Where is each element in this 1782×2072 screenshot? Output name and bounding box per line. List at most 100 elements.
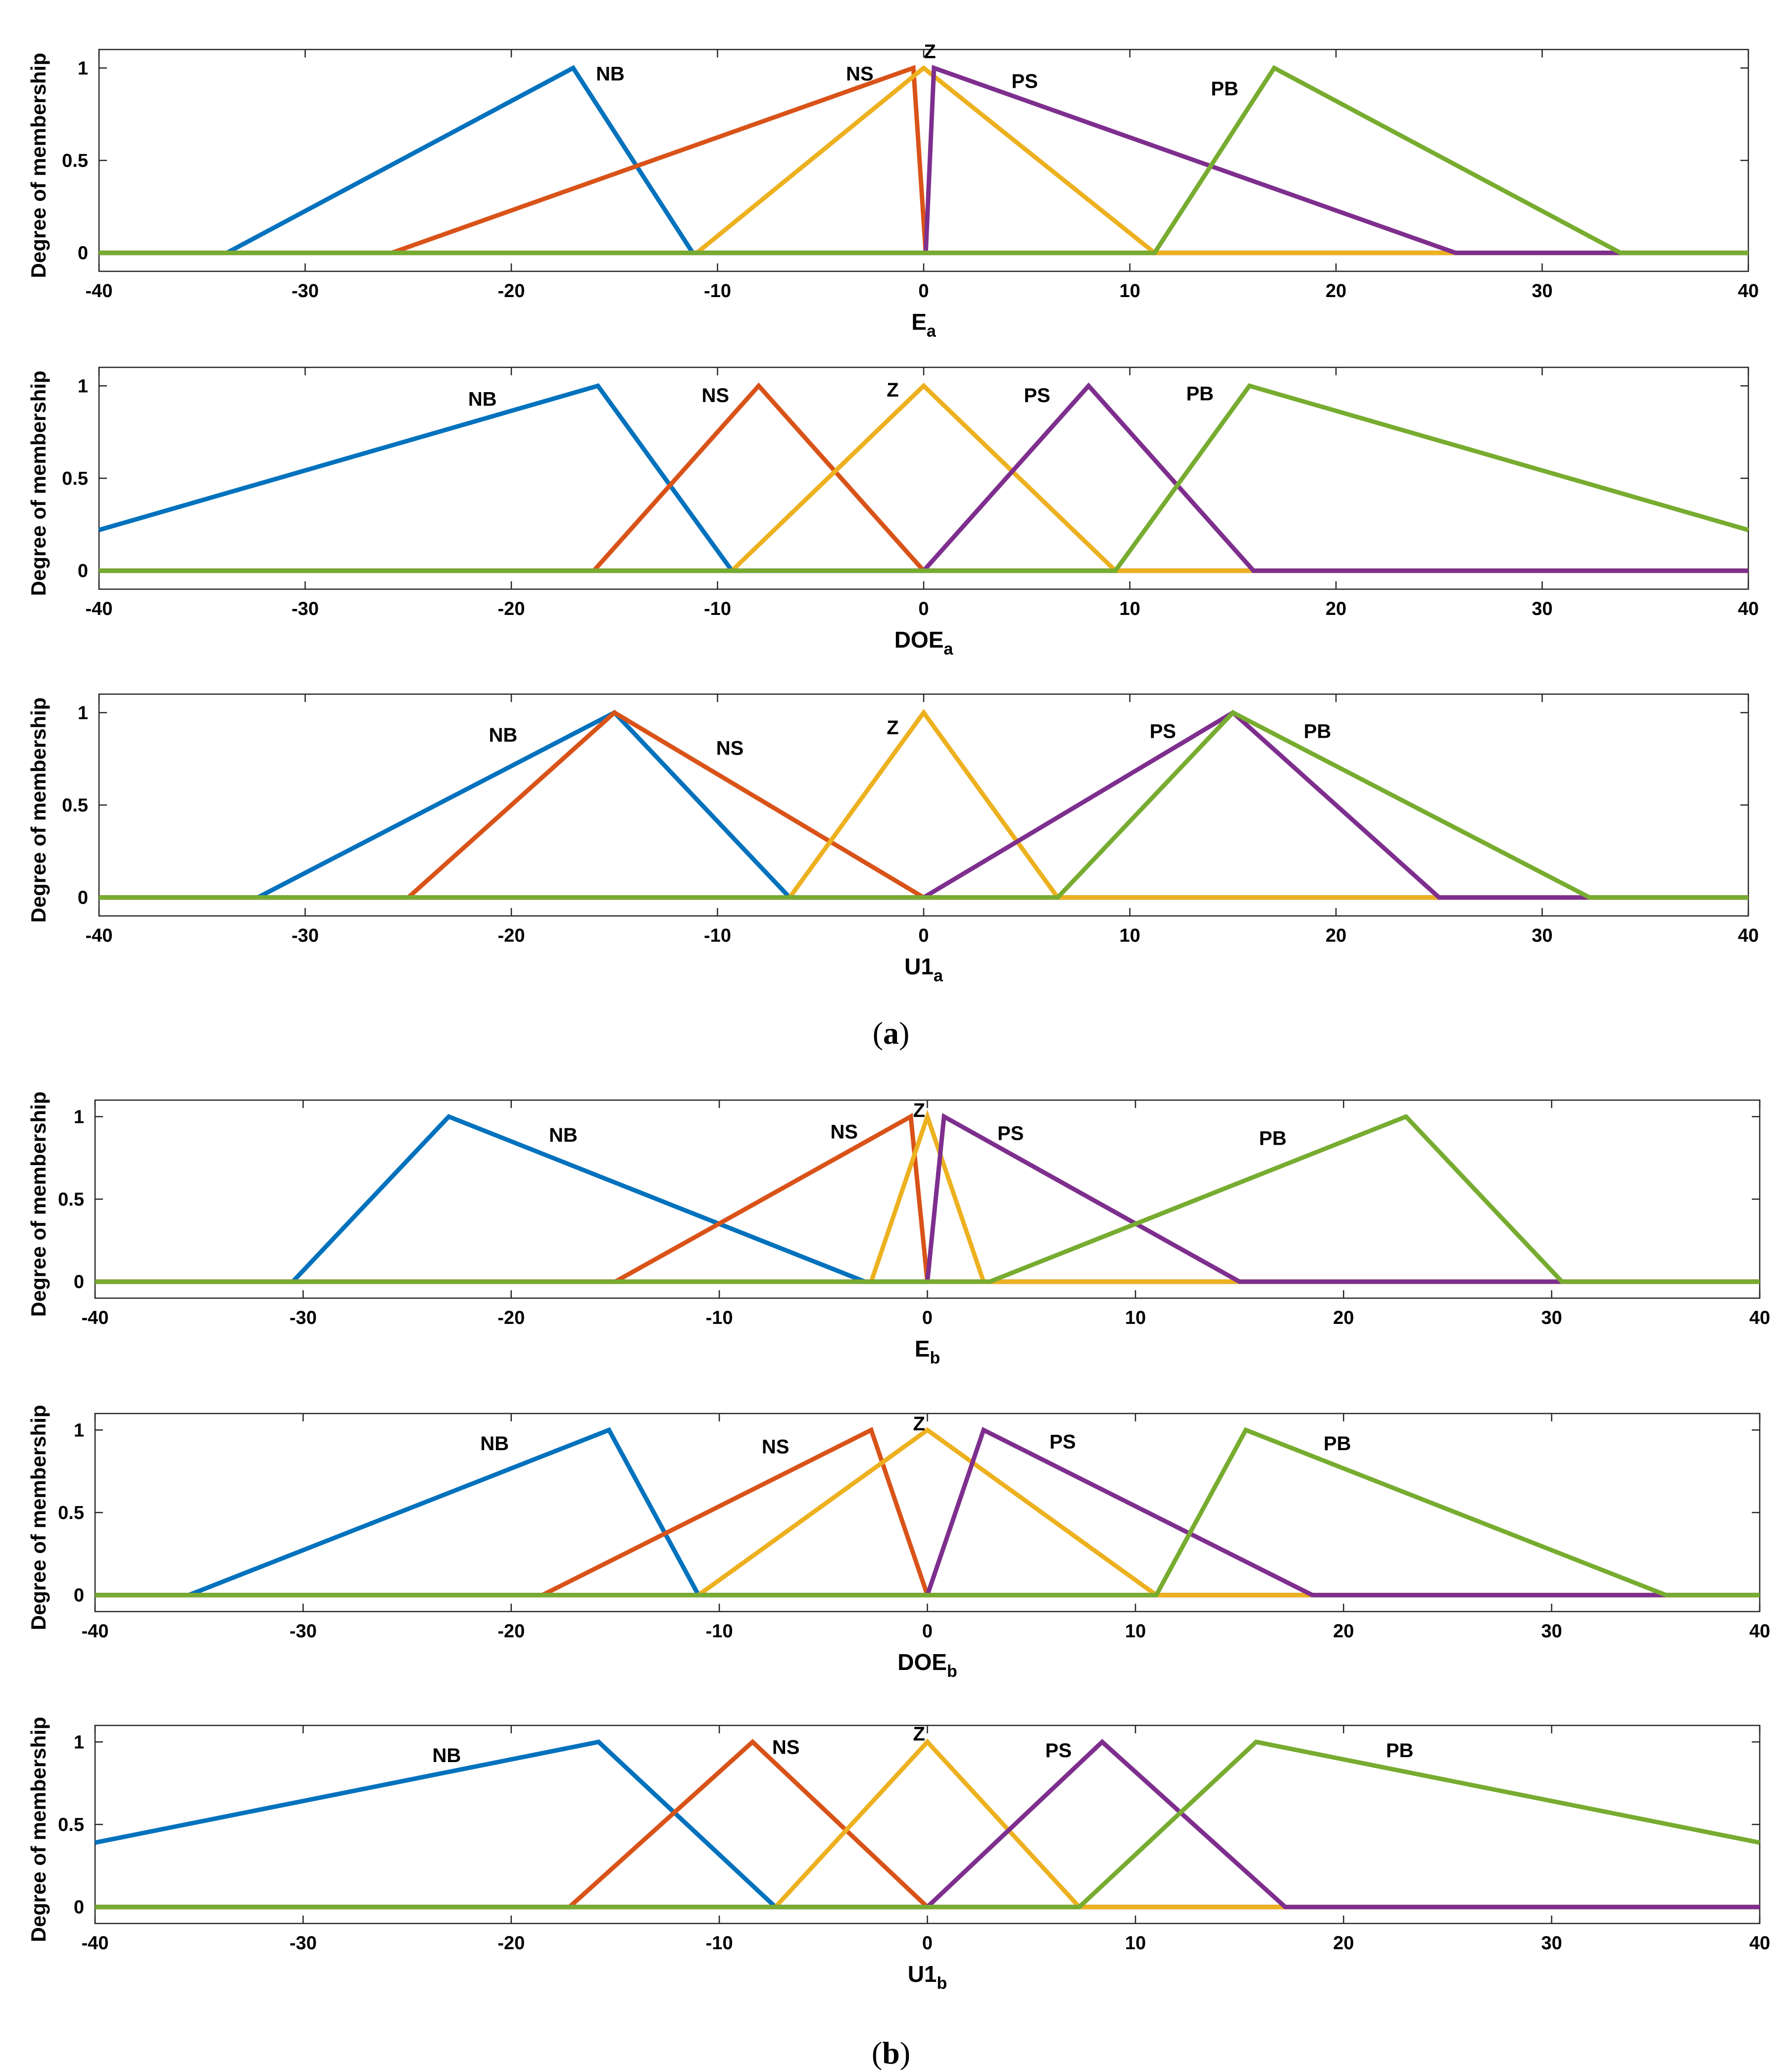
x-tick-label: -20 <box>497 1621 525 1642</box>
mf-label-ns: NS <box>716 737 744 759</box>
x-tick-label: -20 <box>498 925 525 946</box>
x-tick-label: 10 <box>1125 1621 1146 1642</box>
y-tick-label: 0.5 <box>58 1815 84 1835</box>
x-tick-label: -20 <box>497 1308 525 1328</box>
x-tick-label: 0 <box>918 599 929 619</box>
x-tick-label: 20 <box>1326 599 1346 619</box>
y-tick-label: 1 <box>74 1732 84 1753</box>
x-tick-label: -30 <box>290 1933 317 1954</box>
mf-label-ns: NS <box>762 1436 790 1458</box>
mf-label-ps: PS <box>1024 385 1050 406</box>
x-tick-label: 30 <box>1532 599 1552 619</box>
mf-label-ns: NS <box>772 1736 800 1758</box>
x-tick-label: -40 <box>82 1308 109 1328</box>
y-axis-label: Degree of membership <box>27 1091 50 1316</box>
mf-label-z: Z <box>913 1723 925 1745</box>
mf-label-z: Z <box>924 41 936 63</box>
x-tick-label: -40 <box>86 281 113 302</box>
x-tick-label: 10 <box>1119 281 1140 302</box>
x-axis-label: U1a <box>904 954 943 985</box>
mf-label-ns: NS <box>831 1121 858 1143</box>
x-tick-label: 30 <box>1541 1308 1562 1328</box>
x-tick-label: -30 <box>292 925 319 946</box>
y-tick-label: 0 <box>74 1897 84 1918</box>
mf-label-ps: PS <box>997 1123 1024 1145</box>
x-tick-label: 30 <box>1541 1933 1562 1954</box>
caption-a: (a) <box>873 1015 910 1051</box>
subplot-u1-b: -40 -30 -20 -10 0 10 20 30 40 0 0.5 1 NB NS Z PS PB U1b De… <box>27 1717 1770 1993</box>
y-tick-label: 1 <box>78 376 88 397</box>
plot-area <box>94 1413 1761 1613</box>
mf-label-ns: NS <box>702 385 730 406</box>
y-tick-label: 1 <box>78 58 88 79</box>
mf-label-z: Z <box>887 379 898 401</box>
x-tick-label: -10 <box>704 599 731 619</box>
series-line-pb <box>99 383 1749 573</box>
y-tick-label: 0 <box>74 1585 84 1606</box>
mf-label-pb: PB <box>1186 383 1214 404</box>
mf-label-ps: PS <box>1149 721 1176 743</box>
y-axis-label: Degree of membership <box>27 52 50 278</box>
y-axis-label: Degree of membership <box>27 1405 50 1630</box>
y-tick-label: 1 <box>74 1107 84 1127</box>
x-tick-label: -30 <box>292 599 319 619</box>
x-tick-label: 0 <box>922 1308 933 1328</box>
mf-label-nb: NB <box>480 1433 509 1455</box>
x-tick-label: -40 <box>86 599 113 619</box>
y-tick-label: 0.5 <box>62 795 88 816</box>
x-tick-label: 10 <box>1125 1308 1146 1328</box>
x-tick-label: -30 <box>290 1308 317 1328</box>
x-tick-label: -40 <box>82 1621 109 1642</box>
mf-label-ps: PS <box>1045 1740 1072 1762</box>
x-tick-label: 10 <box>1119 925 1140 946</box>
x-tick-label: 20 <box>1326 281 1346 302</box>
series-line-pb <box>95 1427 1760 1598</box>
x-tick-label: -10 <box>706 1621 733 1642</box>
x-tick-label: 20 <box>1333 1308 1354 1328</box>
x-tick-label: 20 <box>1333 1933 1354 1954</box>
x-tick-label: 0 <box>918 925 929 946</box>
x-axis-label: U1b <box>908 1961 947 1993</box>
x-tick-label: -10 <box>706 1308 733 1328</box>
x-tick-label: 40 <box>1738 925 1759 946</box>
x-tick-label: -10 <box>704 281 731 302</box>
y-tick-label: 0 <box>78 561 88 582</box>
x-tick-label: 30 <box>1532 925 1552 946</box>
x-axis-label: DOEa <box>894 627 954 658</box>
plot-area <box>98 366 1749 590</box>
y-axis-label: Degree of membership <box>27 370 50 596</box>
x-tick-label: 40 <box>1749 1933 1770 1954</box>
mf-label-nb: NB <box>549 1124 578 1146</box>
plot-area <box>98 693 1749 917</box>
x-axis-label: Eb <box>915 1336 940 1367</box>
mf-label-z: Z <box>887 717 898 739</box>
y-tick-label: 0 <box>78 888 88 909</box>
x-axis-label: DOEb <box>897 1649 957 1681</box>
y-tick-label: 1 <box>78 703 88 723</box>
subplot-doe-a: -40 -30 -20 -10 0 10 20 30 40 0 0.5 1 NB NS Z PS PB DOEa D… <box>27 366 1759 658</box>
subplot-e-b: -40 -30 -20 -10 0 10 20 30 40 0 0.5 1 NB NS Z PS PB Eb Deg… <box>27 1091 1770 1367</box>
mf-label-pb: PB <box>1324 1433 1351 1455</box>
series-line-pb <box>95 1739 1760 1910</box>
y-tick-label: 0 <box>74 1272 84 1293</box>
y-tick-label: 1 <box>74 1420 84 1441</box>
x-tick-label: 40 <box>1749 1308 1770 1328</box>
series-line-pb <box>99 709 1748 900</box>
y-tick-label: 0.5 <box>58 1189 84 1210</box>
x-tick-label: 10 <box>1119 599 1140 619</box>
mf-label-nb: NB <box>489 724 517 746</box>
y-tick-label: 0.5 <box>58 1503 84 1523</box>
series-line-pb <box>95 1113 1760 1284</box>
x-tick-label: 30 <box>1532 281 1552 302</box>
x-tick-label: 40 <box>1749 1621 1770 1642</box>
series-line-pb <box>99 65 1748 255</box>
mf-label-pb: PB <box>1304 721 1332 743</box>
y-axis-label: Degree of membership <box>27 1717 50 1942</box>
subplot-doe-b: -40 -30 -20 -10 0 10 20 30 40 0 0.5 1 NB NS Z PS PB DOEb D… <box>27 1405 1770 1681</box>
x-tick-label: 0 <box>918 281 929 302</box>
x-axis-label: Ea <box>911 309 937 341</box>
mf-label-ps: PS <box>1049 1431 1076 1453</box>
plot-area <box>94 1724 1761 1924</box>
